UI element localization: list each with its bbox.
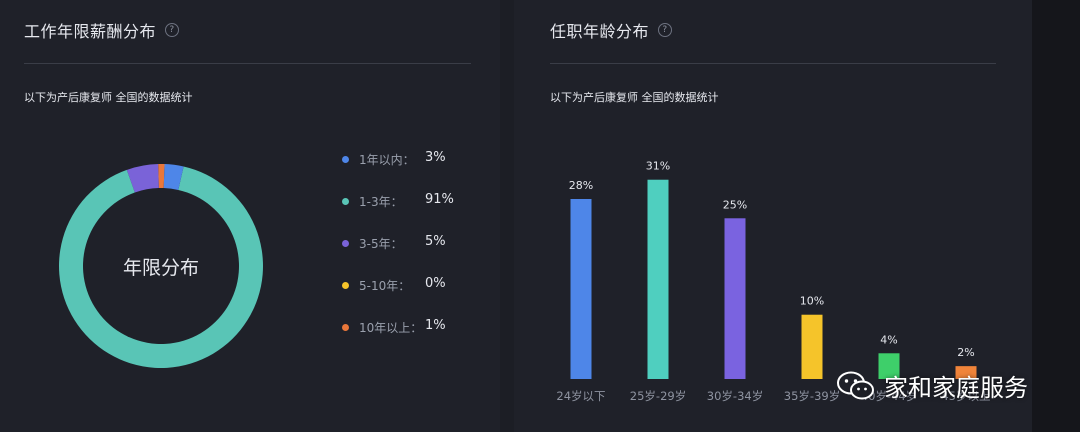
legend-item[interactable]: 5-10年： 0% <box>342 276 472 296</box>
bar-value-label: 28% <box>569 179 593 192</box>
legend-dot <box>342 198 349 205</box>
legend-value: 1% <box>425 318 446 333</box>
right-edge <box>1032 0 1080 432</box>
work-years-title-text: 工作年限薪酬分布 <box>24 22 157 41</box>
category-label: 25岁-29岁 <box>630 389 686 403</box>
legend-dot <box>342 282 349 289</box>
bar[interactable] <box>878 353 900 379</box>
legend-label: 3-5年： <box>359 237 403 251</box>
watermark-text: 家和家庭服务 <box>884 374 1028 402</box>
legend-value: 0% <box>425 276 446 291</box>
bar[interactable] <box>647 179 669 379</box>
legend-item[interactable]: 1年以内： 3% <box>342 150 472 170</box>
donut-slice[interactable] <box>158 164 165 189</box>
category-label: 35岁-39岁 <box>784 389 840 403</box>
bar-chart: 28% 24岁以下 31% 25岁-29岁 25% 30岁-34岁 10% 35岁-39岁 4%… <box>556 160 990 403</box>
bar[interactable] <box>724 218 746 379</box>
category-label: 40岁-44岁 <box>861 389 917 403</box>
legend-label: 5-10年： <box>359 279 411 293</box>
legend-label: 10年以上： <box>359 321 423 335</box>
bar-value-label: 10% <box>800 295 824 308</box>
donut-center-label: 年限分布 <box>123 257 199 279</box>
age-title: 任职年龄分布 ? <box>550 18 673 42</box>
bar-value-label: 4% <box>880 333 897 346</box>
age-title-text: 任职年龄分布 <box>550 22 650 41</box>
wechat-icon <box>837 371 874 399</box>
bar[interactable] <box>955 366 977 379</box>
age-panel: 任职年龄分布 ? 以下为产后康复师 全国的数据统计 28% 24岁以下 31% 25岁… <box>514 0 1032 432</box>
category-label: 30岁-34岁 <box>707 389 763 403</box>
bar[interactable] <box>801 314 823 379</box>
donut-slice[interactable] <box>126 164 159 193</box>
legend-value: 3% <box>425 150 446 165</box>
legend-label: 1-3年： <box>359 195 403 209</box>
donut-slice[interactable] <box>163 164 184 190</box>
legend-dot <box>342 240 349 247</box>
help-icon[interactable]: ? <box>165 23 180 37</box>
title-divider <box>550 63 996 64</box>
legend-value: 91% <box>425 192 454 207</box>
legend-dot <box>342 324 349 331</box>
legend-item[interactable]: 1-3年： 91% <box>342 192 472 212</box>
watermark: 家和家庭服务 <box>836 368 1028 403</box>
age-subtitle: 以下为产后康复师 全国的数据统计 <box>550 91 719 104</box>
bar-value-label: 31% <box>646 160 670 173</box>
work-years-panel: 工作年限薪酬分布 ? 以下为产后康复师 全国的数据统计 年限分布 1年以内： 3%… <box>0 0 500 432</box>
work-years-subtitle: 以下为产后康复师 全国的数据统计 <box>24 91 193 104</box>
work-years-title: 工作年限薪酬分布 ? <box>24 18 180 42</box>
legend-item[interactable]: 3-5年： 5% <box>342 234 472 254</box>
legend-item[interactable]: 10年以上： 1% <box>342 318 472 338</box>
legend-value: 5% <box>425 234 446 249</box>
category-label: 45岁以上 <box>941 389 990 403</box>
title-divider <box>24 63 471 64</box>
help-icon[interactable]: ? <box>658 23 673 37</box>
bar-value-label: 2% <box>957 346 974 359</box>
bar-value-label: 25% <box>723 198 747 211</box>
donut-chart: 年限分布 <box>59 164 264 368</box>
category-label: 24岁以下 <box>556 389 605 403</box>
legend-label: 1年以内： <box>359 153 415 167</box>
bar[interactable] <box>570 199 592 379</box>
legend-dot <box>342 156 349 163</box>
